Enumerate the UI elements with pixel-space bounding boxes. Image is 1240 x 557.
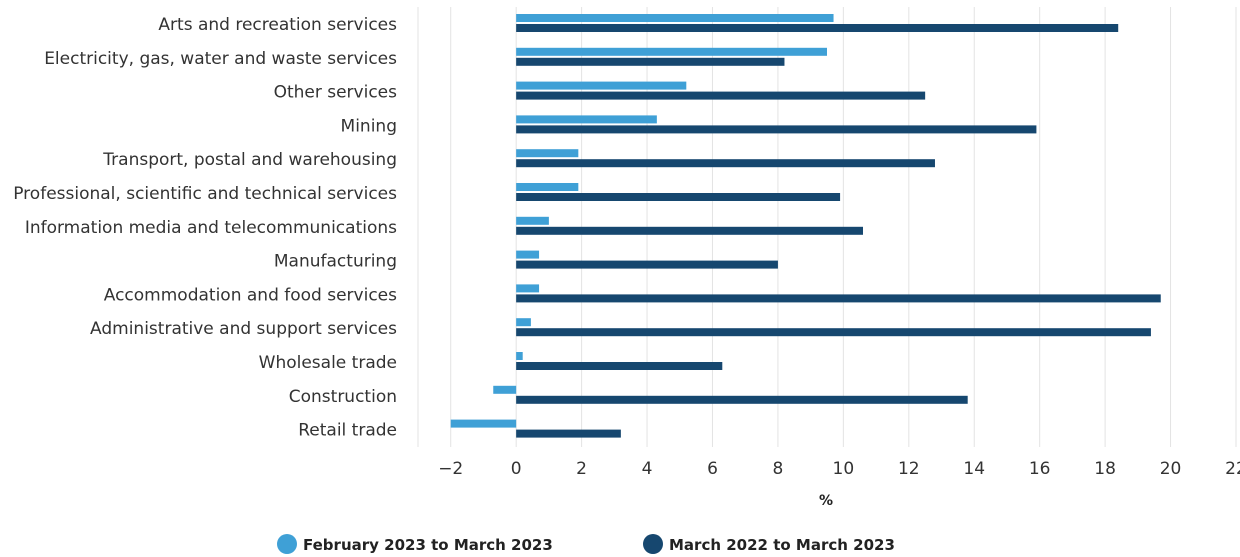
bar xyxy=(516,216,549,225)
category-label: Wholesale trade xyxy=(259,353,397,373)
category-label: Other services xyxy=(274,83,398,103)
bar xyxy=(516,395,968,404)
bar xyxy=(516,91,926,100)
bar xyxy=(516,159,935,168)
legend-marker xyxy=(643,534,663,554)
legend-label: February 2023 to March 2023 xyxy=(303,536,553,554)
x-tick-label: 12 xyxy=(898,459,920,479)
bar xyxy=(516,284,540,293)
bar xyxy=(516,57,785,66)
category-label: Mining xyxy=(341,116,397,136)
bar xyxy=(516,294,1161,303)
category-label: Transport, postal and warehousing xyxy=(102,150,397,170)
category-label: Arts and recreation services xyxy=(158,15,397,35)
x-tick-label: 22 xyxy=(1225,459,1240,479)
bar xyxy=(516,318,531,327)
bar xyxy=(516,115,657,124)
bar xyxy=(516,193,841,201)
category-label: Manufacturing xyxy=(274,252,397,272)
x-tick-label: 6 xyxy=(707,459,718,479)
bar xyxy=(516,81,687,90)
legend-marker xyxy=(277,534,297,554)
bar xyxy=(516,47,827,56)
bar xyxy=(516,149,579,158)
bar xyxy=(450,419,517,428)
bar xyxy=(516,226,863,235)
x-tick-label: 2 xyxy=(576,459,587,479)
x-tick-label: −2 xyxy=(438,459,463,479)
bar xyxy=(516,125,1037,134)
category-label: Retail trade xyxy=(298,421,397,441)
bar xyxy=(516,260,778,269)
x-tick-label: 20 xyxy=(1160,459,1182,479)
x-tick-label: 14 xyxy=(963,459,985,479)
x-axis-title: % xyxy=(819,493,833,509)
legend-label: March 2022 to March 2023 xyxy=(669,536,895,554)
bar xyxy=(493,385,517,394)
bar xyxy=(516,24,1119,32)
bar xyxy=(516,352,523,360)
x-tick-label: 4 xyxy=(642,459,653,479)
legend: February 2023 to March 2023 March 2022 to… xyxy=(277,534,895,554)
bars xyxy=(450,14,1161,438)
bar xyxy=(516,183,579,191)
x-tick-label: 10 xyxy=(833,459,855,479)
x-tick-label: 16 xyxy=(1029,459,1051,479)
category-label: Electricity, gas, water and waste servic… xyxy=(44,49,397,69)
bar xyxy=(516,250,540,259)
x-tick-label: 18 xyxy=(1094,459,1116,479)
category-label: Construction xyxy=(289,387,397,407)
x-tick-labels: −2 0 2 4 6 8 10 12 14 16 18 20 22 xyxy=(438,459,1240,479)
bar xyxy=(516,14,834,22)
category-labels: Arts and recreation services Electricity,… xyxy=(13,15,397,441)
bar xyxy=(516,429,621,438)
category-label: Professional, scientific and technical s… xyxy=(13,184,397,204)
category-label: Accommodation and food services xyxy=(104,285,397,305)
x-tick-label: 0 xyxy=(511,459,522,479)
x-tick-label: 8 xyxy=(773,459,784,479)
category-label: Information media and telecommunications xyxy=(25,218,397,238)
category-label: Administrative and support services xyxy=(90,319,397,339)
bar xyxy=(516,328,1151,337)
bar xyxy=(516,362,723,370)
